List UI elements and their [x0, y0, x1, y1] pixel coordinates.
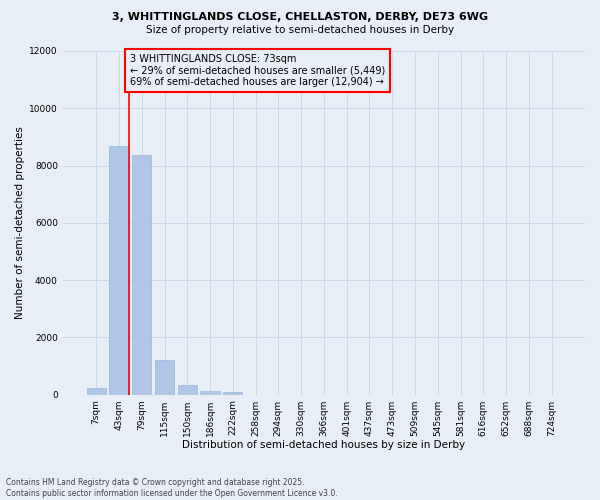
Y-axis label: Number of semi-detached properties: Number of semi-detached properties [15, 126, 25, 319]
Text: Size of property relative to semi-detached houses in Derby: Size of property relative to semi-detach… [146, 25, 454, 35]
Bar [178, 385, 197, 394]
Bar [155, 360, 174, 394]
Text: Contains HM Land Registry data © Crown copyright and database right 2025.
Contai: Contains HM Land Registry data © Crown c… [6, 478, 338, 498]
Bar [86, 388, 106, 394]
Bar [109, 146, 128, 394]
X-axis label: Distribution of semi-detached houses by size in Derby: Distribution of semi-detached houses by … [182, 440, 466, 450]
Text: 3 WHITTINGLANDS CLOSE: 73sqm
← 29% of semi-detached houses are smaller (5,449)
6: 3 WHITTINGLANDS CLOSE: 73sqm ← 29% of se… [130, 54, 386, 87]
Text: 3, WHITTINGLANDS CLOSE, CHELLASTON, DERBY, DE73 6WG: 3, WHITTINGLANDS CLOSE, CHELLASTON, DERB… [112, 12, 488, 22]
Bar [223, 392, 242, 394]
Bar [132, 154, 151, 394]
Bar [200, 390, 220, 394]
